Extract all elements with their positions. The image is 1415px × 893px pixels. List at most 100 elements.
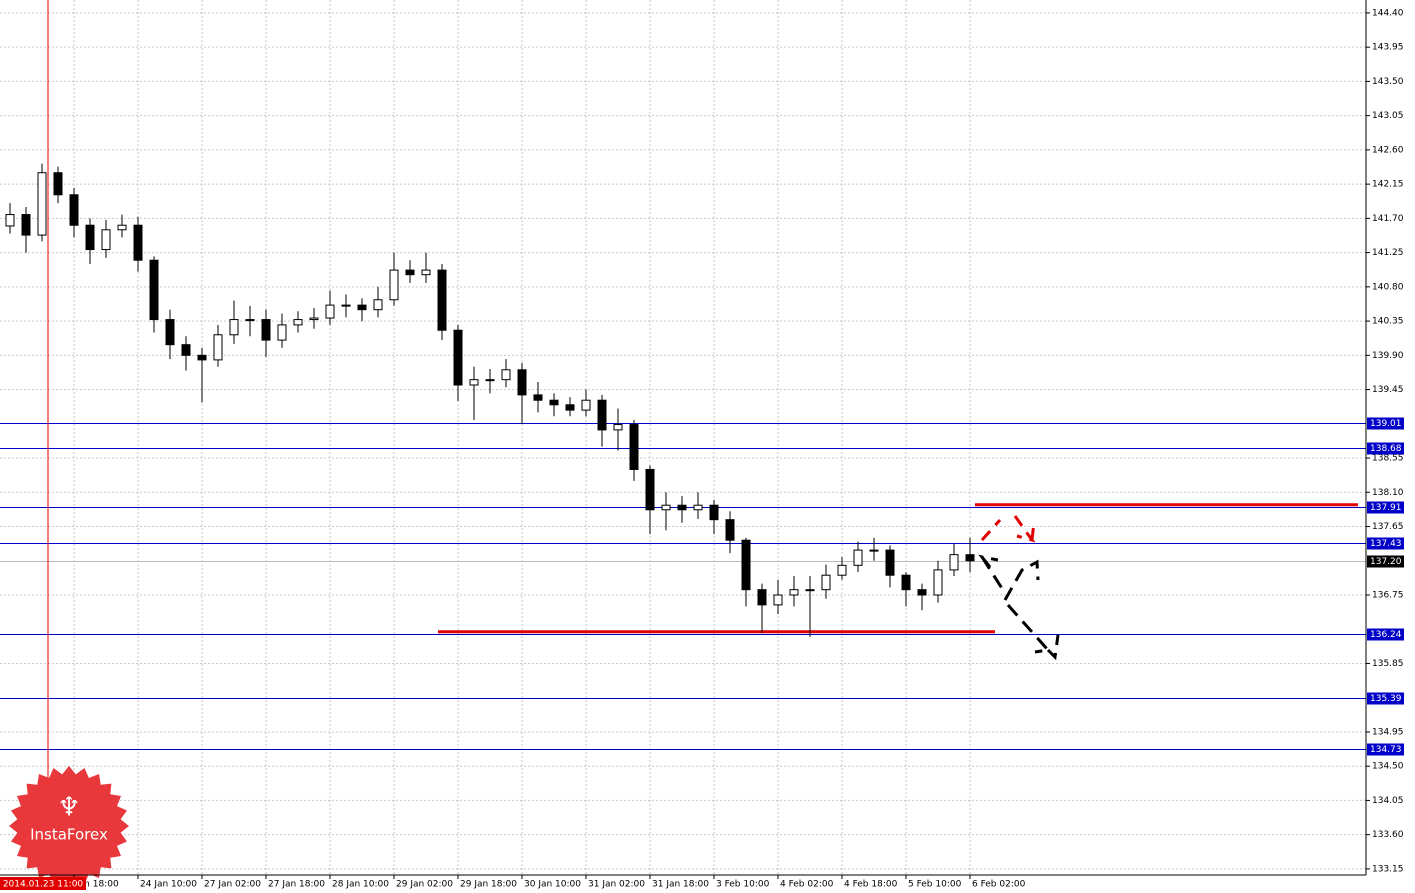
y-tick-label: 133.60 xyxy=(1372,830,1404,840)
candle-body xyxy=(117,224,127,231)
x-tick-label: 4 Feb 02:00 xyxy=(780,880,834,890)
candle-body xyxy=(485,379,495,382)
x-tick-label: 4 Feb 18:00 xyxy=(844,880,898,890)
level-label-box xyxy=(1367,628,1404,641)
y-tick-label: 138.10 xyxy=(1372,488,1404,498)
level-label-box xyxy=(1367,501,1404,514)
y-tick-label: 139.45 xyxy=(1372,385,1404,395)
level-label: 134.73 xyxy=(1370,745,1402,755)
candle-body xyxy=(357,304,367,311)
candle-body xyxy=(437,269,447,331)
watermark-text: InstaForex xyxy=(30,826,108,844)
x-tick-label: 31 Jan 18:00 xyxy=(652,880,709,890)
candle-body xyxy=(389,269,399,301)
forecast-arrows xyxy=(978,515,1060,661)
candle-body xyxy=(469,379,479,386)
candle-body xyxy=(805,589,815,592)
candle-body xyxy=(645,468,655,511)
candle-body xyxy=(613,424,623,431)
candle-body xyxy=(261,319,271,341)
y-tick-label: 135.85 xyxy=(1372,659,1404,669)
candle-body xyxy=(965,554,975,562)
y-tick-label: 143.05 xyxy=(1372,111,1404,121)
x-tick-label: 27 Jan 02:00 xyxy=(204,880,261,890)
x-tick-label: 30 Jan 10:00 xyxy=(524,880,581,890)
candle-body xyxy=(677,504,687,511)
y-tick-label: 141.70 xyxy=(1372,214,1404,224)
candle-body xyxy=(837,564,847,576)
candle-body xyxy=(869,549,879,552)
x-tick-label: 28 Jan 10:00 xyxy=(332,880,389,890)
candle-body xyxy=(101,229,111,251)
candle-body xyxy=(661,504,671,511)
candle-body xyxy=(517,369,527,396)
level-label-box xyxy=(1367,537,1404,550)
candle-body xyxy=(421,269,431,276)
level-label: 137.91 xyxy=(1370,503,1402,513)
candle-body xyxy=(453,329,463,386)
current-price-label: 137.20 xyxy=(1370,557,1402,567)
watermark: ♆ InstaForex xyxy=(9,766,129,886)
candle-body xyxy=(917,589,927,596)
candle-body xyxy=(565,404,575,411)
y-tick-label: 140.35 xyxy=(1372,317,1404,327)
candle-body xyxy=(405,269,415,276)
x-tick-label: 29 Jan 02:00 xyxy=(396,880,453,890)
watermark-icon: ♆ xyxy=(57,793,80,823)
candle-body xyxy=(597,399,607,431)
candle-body xyxy=(629,424,639,470)
x-tick-label: 29 Jan 18:00 xyxy=(460,880,517,890)
candle-body xyxy=(149,259,159,321)
y-tick-label: 143.50 xyxy=(1372,77,1404,87)
candle-body xyxy=(821,574,831,591)
candle-body xyxy=(21,214,31,236)
candle-body xyxy=(341,304,351,307)
candle-body xyxy=(277,324,287,341)
candle-body xyxy=(309,317,319,321)
x-tick-label: Jan 18:00 xyxy=(75,880,119,890)
x-tick-label: 5 Feb 10:00 xyxy=(908,880,962,890)
candle-body xyxy=(885,549,895,576)
x-tick-label: 3 Feb 10:00 xyxy=(716,880,770,890)
candle-body xyxy=(325,304,335,319)
candle-body xyxy=(741,539,751,591)
y-tick-label: 141.25 xyxy=(1372,248,1404,258)
level-label-box xyxy=(1367,743,1404,756)
candle-body xyxy=(725,519,735,541)
y-tick-label: 142.15 xyxy=(1372,180,1404,190)
candle-body xyxy=(501,369,511,381)
y-tick-label: 143.95 xyxy=(1372,43,1404,53)
candle-body xyxy=(197,354,207,361)
cursor-label-box xyxy=(0,877,86,890)
red-arrow xyxy=(980,515,1036,543)
y-tick-label: 134.05 xyxy=(1372,796,1404,806)
level-label: 135.39 xyxy=(1370,694,1402,704)
x-tick-label: 24 Jan 10:00 xyxy=(140,880,197,890)
candle-body xyxy=(69,194,79,226)
x-tick-label: 27 Jan 18:00 xyxy=(268,880,325,890)
y-tick-label: 136.75 xyxy=(1372,591,1404,601)
y-tick-label: 144.40 xyxy=(1372,8,1404,18)
candle-body xyxy=(85,224,95,251)
candle-body xyxy=(853,549,863,566)
cursor-label: 2014.01.23 11:00 xyxy=(3,880,84,890)
level-label-box xyxy=(1367,417,1404,430)
level-label: 139.01 xyxy=(1370,419,1402,429)
candle-body xyxy=(949,554,959,571)
candle-body xyxy=(293,319,303,326)
y-tick-label: 142.60 xyxy=(1372,145,1404,155)
axis-labels: 144.40 143.95 143.50 143.05 142.60 142.15 141.… xyxy=(73,8,1404,890)
candle-body xyxy=(53,172,63,196)
candle-body xyxy=(37,172,47,236)
candle-body xyxy=(373,299,383,311)
level-label: 138.68 xyxy=(1370,444,1402,454)
x-tick-label: 31 Jan 02:00 xyxy=(588,880,645,890)
candle-body xyxy=(789,589,799,596)
candle-body xyxy=(533,394,543,401)
candle-body xyxy=(757,589,767,606)
y-tick-label: 137.65 xyxy=(1372,522,1404,532)
candle-body xyxy=(933,569,943,596)
level-label: 136.24 xyxy=(1370,630,1402,640)
